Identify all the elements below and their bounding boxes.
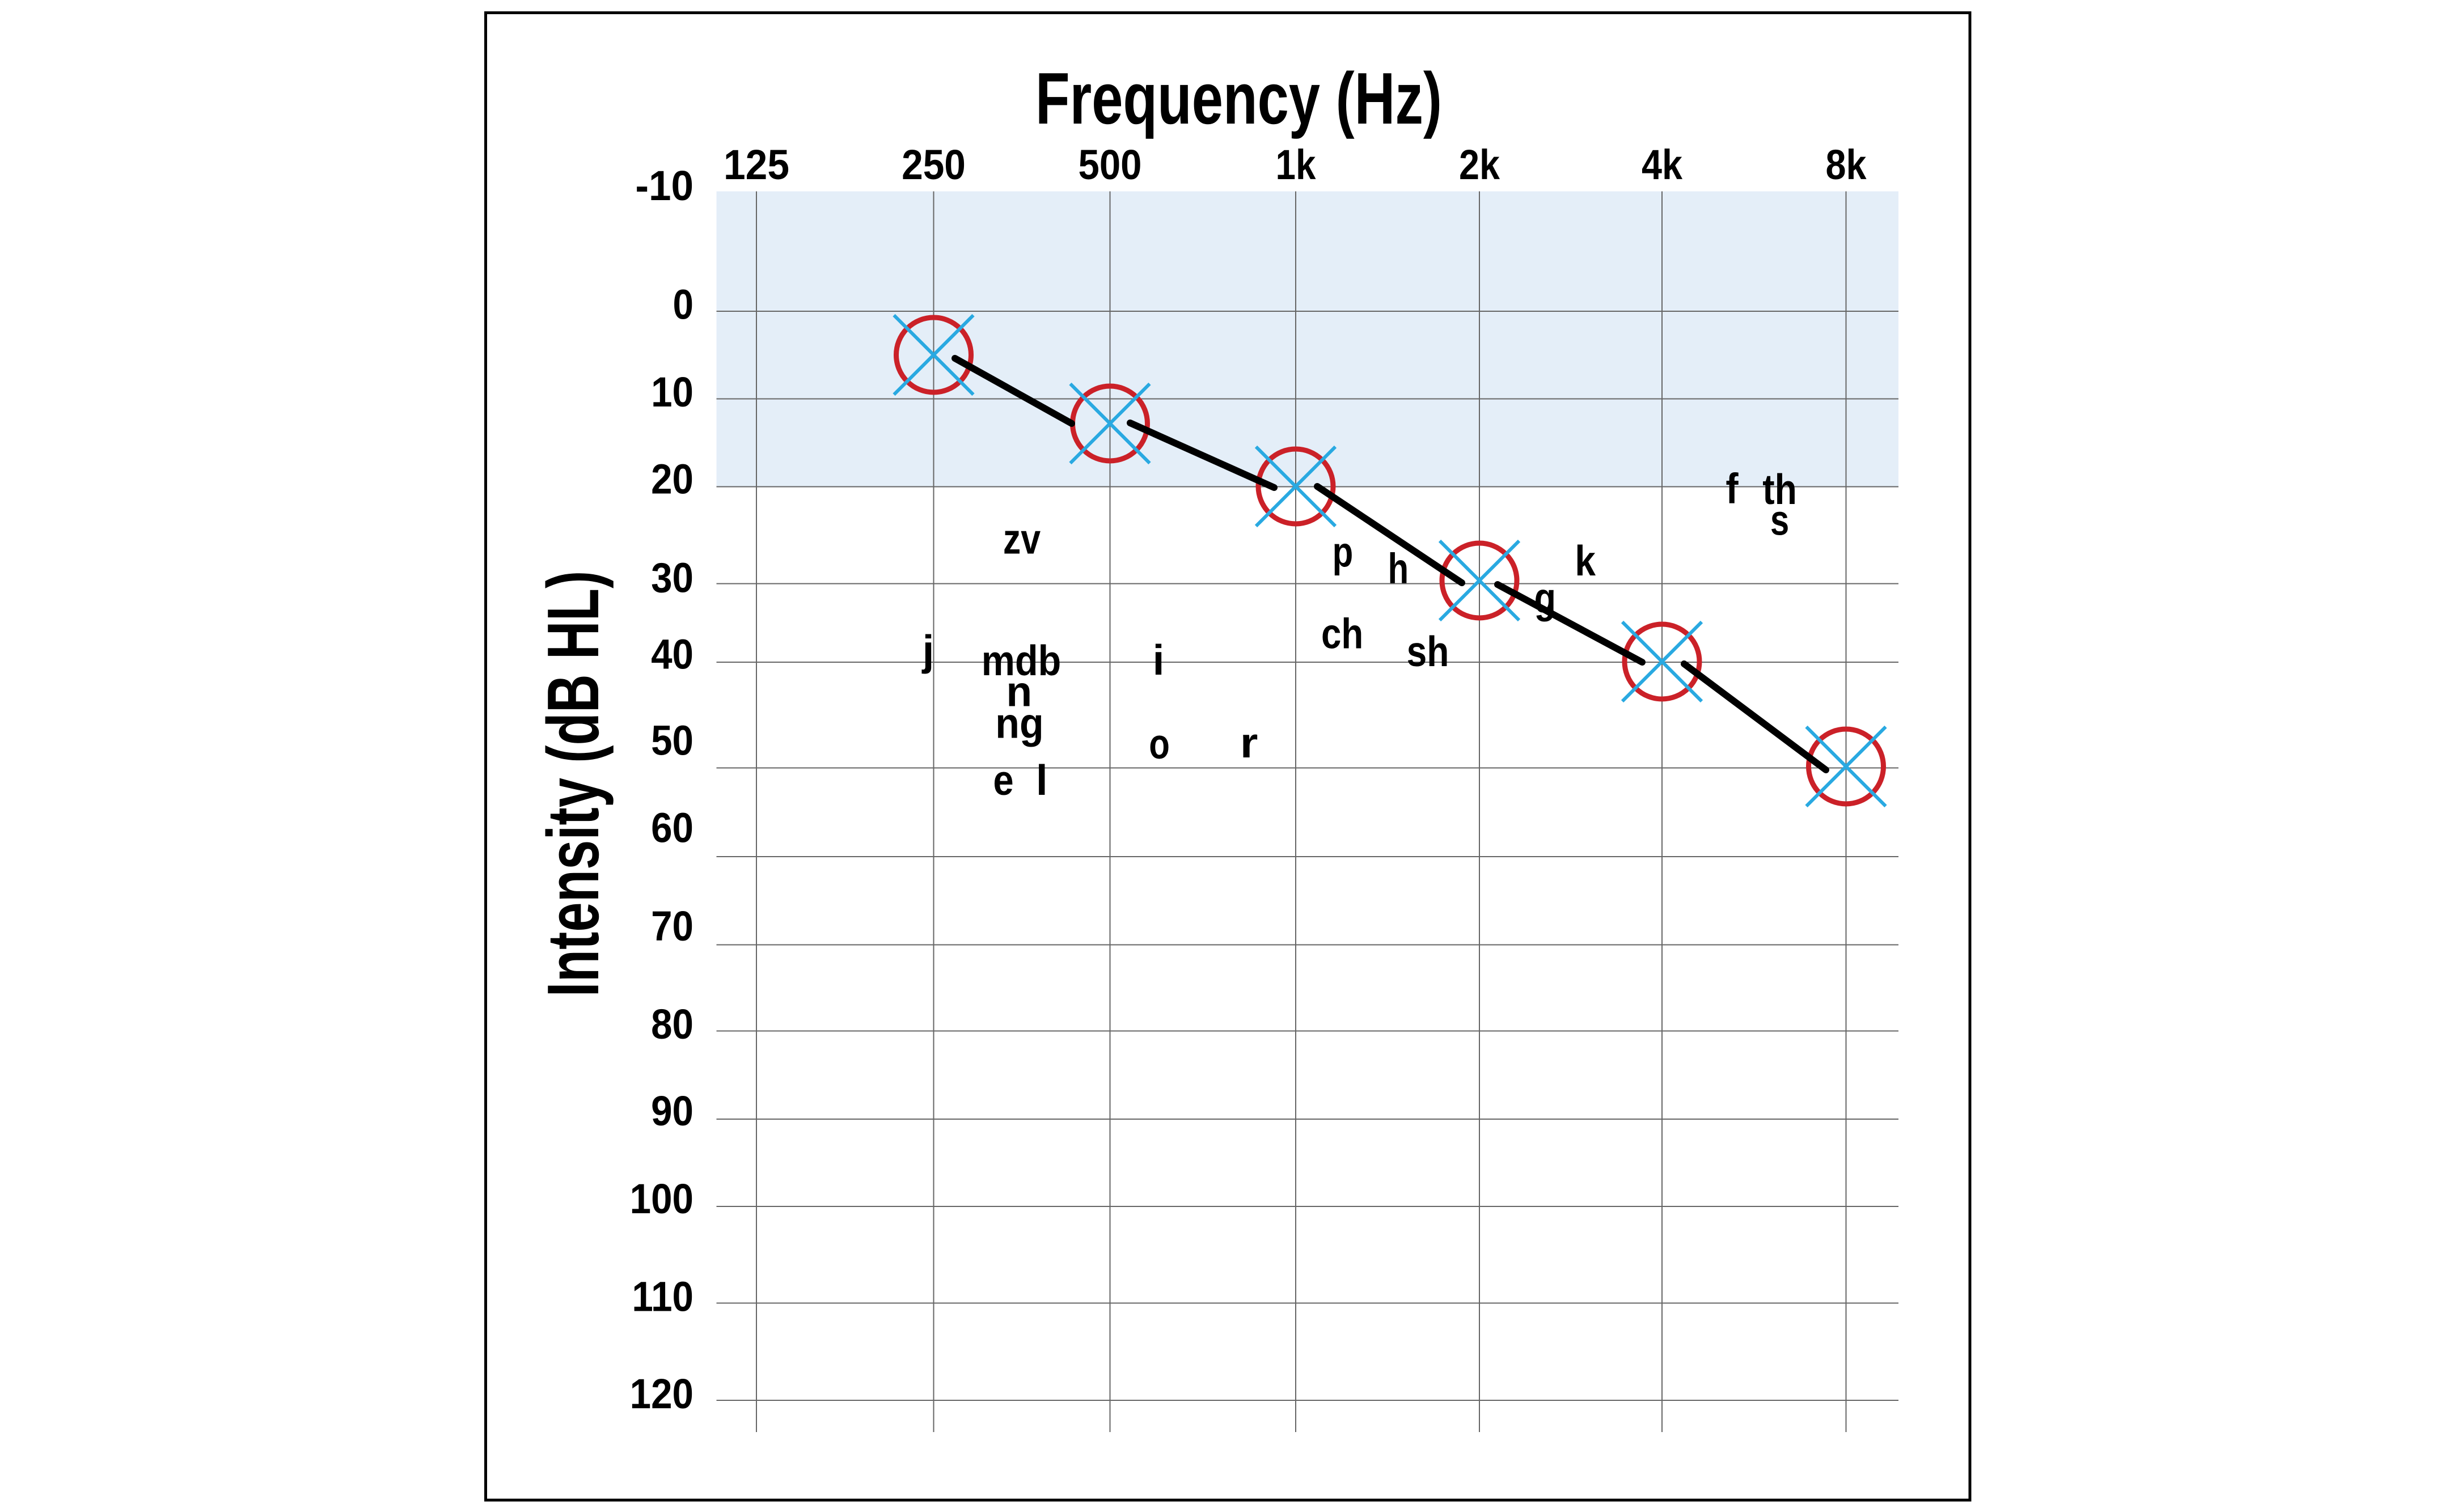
svg-text:Intensity (dB HL): Intensity (dB HL) [532, 571, 614, 997]
svg-text:110: 110 [632, 1273, 693, 1320]
svg-text:40: 40 [651, 630, 693, 677]
svg-text:g: g [1534, 574, 1556, 621]
svg-text:-10: -10 [635, 163, 693, 210]
svg-text:80: 80 [651, 1001, 693, 1048]
svg-text:s: s [1770, 497, 1789, 544]
svg-text:125: 125 [724, 142, 789, 188]
svg-text:30: 30 [651, 554, 693, 602]
svg-text:2k: 2k [1459, 141, 1500, 188]
svg-text:o: o [1149, 721, 1170, 768]
svg-text:ng: ng [995, 700, 1043, 747]
svg-text:f: f [1726, 465, 1739, 513]
svg-text:60: 60 [651, 804, 693, 852]
svg-text:20: 20 [651, 455, 693, 502]
svg-text:120: 120 [630, 1370, 693, 1417]
svg-text:mdb: mdb [982, 637, 1061, 685]
svg-text:n: n [1006, 668, 1032, 715]
svg-text:1k: 1k [1276, 141, 1316, 189]
svg-text:e: e [993, 756, 1013, 804]
svg-text:p: p [1333, 529, 1354, 576]
svg-text:zv: zv [1003, 515, 1041, 563]
svg-text:j: j [921, 626, 934, 674]
svg-text:Frequency (Hz): Frequency (Hz) [1035, 58, 1442, 139]
svg-text:sh: sh [1407, 628, 1449, 675]
svg-text:8k: 8k [1825, 141, 1866, 188]
svg-text:4k: 4k [1642, 141, 1682, 188]
svg-text:100: 100 [630, 1175, 693, 1222]
svg-text:70: 70 [651, 903, 693, 950]
svg-text:th: th [1762, 465, 1797, 513]
svg-text:0: 0 [673, 281, 693, 328]
svg-text:500: 500 [1079, 141, 1142, 188]
svg-text:90: 90 [651, 1087, 693, 1134]
svg-text:k: k [1575, 537, 1596, 585]
svg-text:ch: ch [1321, 610, 1363, 658]
svg-text:h: h [1388, 545, 1409, 592]
svg-text:250: 250 [902, 142, 966, 188]
svg-text:50: 50 [651, 717, 693, 764]
svg-text:l: l [1036, 756, 1048, 804]
svg-text:r: r [1240, 719, 1258, 767]
svg-text:10: 10 [651, 369, 693, 416]
svg-text:i: i [1153, 636, 1165, 684]
